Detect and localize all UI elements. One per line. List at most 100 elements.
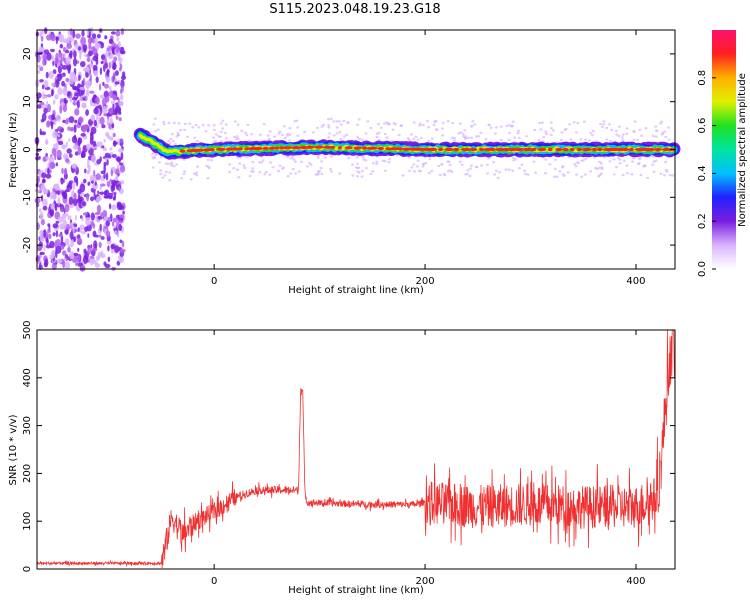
heatmap-noise-blob	[99, 41, 105, 49]
heatmap-halo-dot	[595, 167, 599, 171]
heatmap-noise-blob	[96, 204, 102, 214]
heatmap-noise-blob	[99, 223, 102, 232]
heatmap-halo-dot	[364, 132, 368, 135]
heatmap-halo-dot	[435, 128, 438, 131]
heatmap-halo-dot	[232, 167, 236, 170]
heatmap-halo-dot	[486, 172, 489, 175]
heatmap-noise-layer	[34, 26, 126, 272]
heatmap-halo-dot	[574, 165, 578, 168]
heatmap-halo-dot	[189, 178, 193, 181]
heatmap-halo-dot	[228, 163, 231, 166]
heatmap-halo-dot	[173, 142, 177, 146]
heatmap-halo-dot	[605, 138, 609, 141]
heatmap-halo-dot	[206, 177, 210, 180]
heatmap-halo-dot	[268, 173, 272, 176]
heatmap-halo-dot	[224, 137, 228, 140]
heatmap-noise-blob	[119, 248, 126, 253]
heatmap-halo-dot	[297, 170, 301, 173]
heatmap-noise-blob	[94, 37, 98, 45]
heatmap-halo-dot	[610, 128, 614, 132]
heatmap-noise-blob	[95, 76, 99, 83]
heatmap-halo-dot	[651, 134, 655, 138]
heatmap-halo-dot	[154, 153, 158, 156]
heatmap-halo-dot	[511, 169, 515, 172]
heatmap-noise-blob	[64, 238, 70, 245]
heatmap-noise-blob	[108, 107, 114, 115]
heatmap-halo-dot	[296, 134, 300, 137]
heatmap-noise-blob	[64, 167, 67, 176]
heatmap-halo-dot	[170, 164, 173, 167]
heatmap-noise-blob	[110, 100, 115, 104]
heatmap-halo-dot	[620, 136, 624, 139]
heatmap-noise-blob	[105, 95, 110, 103]
heatmap-halo-dot	[196, 165, 199, 168]
heatmap-halo-dot	[428, 157, 432, 161]
heatmap-noise-blob	[90, 244, 93, 249]
heatmap-halo-dot	[632, 156, 636, 160]
heatmap-halo-dot	[296, 126, 300, 129]
heatmap-halo-dot	[452, 136, 456, 140]
heatmap-halo-dot	[638, 128, 642, 132]
heatmap-noise-blob	[120, 88, 123, 95]
heatmap-noise-blob	[79, 86, 86, 91]
heatmap-noise-blob	[117, 138, 120, 146]
heatmap-noise-blob	[100, 54, 106, 60]
heatmap-halo-dot	[597, 175, 601, 178]
heatmap-halo-dot	[412, 163, 416, 166]
heatmap-noise-blob	[104, 83, 109, 89]
colorbar-tick-label: 0.0	[697, 261, 708, 277]
heatmap-noise-blob	[81, 30, 85, 37]
heatmap-noise-blob	[81, 102, 87, 108]
heatmap-halo-dot	[573, 163, 577, 166]
heatmap-halo-dot	[327, 136, 331, 139]
snr-y-tick-label: 0	[22, 566, 33, 572]
heatmap-halo-dot	[339, 138, 343, 141]
heatmap-halo-dot	[667, 126, 671, 129]
heatmap-halo-dot	[630, 173, 634, 176]
heatmap-halo-dot	[569, 138, 573, 141]
heatmap-halo-dot	[640, 134, 643, 137]
heatmap-noise-blob	[111, 204, 117, 211]
heatmap-halo-dot	[654, 135, 658, 138]
heatmap-halo-dot	[486, 157, 490, 160]
heatmap-halo-dot	[583, 173, 587, 176]
heatmap-halo-dot	[462, 135, 466, 138]
heatmap-hotspot	[209, 148, 215, 152]
heatmap-halo-dot	[269, 161, 273, 164]
heatmap-noise-blob	[65, 158, 70, 163]
heatmap-halo-dot	[356, 175, 359, 178]
heatmap-noise-blob	[95, 57, 99, 66]
heatmap-noise-blob	[48, 233, 52, 239]
heatmap-hotspot	[580, 147, 593, 152]
heatmap-halo-dot	[523, 172, 527, 176]
heatmap-noise-blob	[53, 191, 56, 201]
heatmap-halo-dot	[283, 136, 287, 140]
heatmap-noise-blob	[105, 74, 111, 83]
heatmap-noise-blob	[75, 214, 77, 221]
heatmap-noise-blob	[112, 94, 117, 101]
heatmap-noise-blob	[43, 188, 49, 194]
heatmap-hotspot	[314, 145, 324, 149]
heatmap-noise-blob	[71, 97, 78, 101]
heatmap-noise-blob	[63, 257, 67, 261]
heatmap-noise-blob	[108, 203, 112, 210]
heatmap-halo-dot	[489, 126, 493, 129]
heatmap-noise-blob	[88, 42, 92, 50]
heatmap-noise-blob	[41, 84, 45, 90]
heatmap-halo-dot	[532, 160, 536, 163]
heatmap-noise-blob	[96, 33, 101, 39]
heatmap-noise-blob	[62, 260, 66, 269]
heatmap-halo-dot	[602, 123, 606, 126]
heatmap-noise-blob	[39, 229, 44, 237]
heatmap-halo-dot	[584, 157, 588, 161]
heatmap-halo-dot	[286, 132, 290, 135]
heatmap-noise-blob	[54, 94, 59, 100]
heatmap-halo-dot	[591, 129, 595, 133]
heatmap-halo-dot	[320, 125, 324, 128]
heatmap-halo-dot	[526, 173, 530, 176]
heatmap-halo-dot	[505, 124, 509, 128]
heatmap-hotspot	[353, 146, 362, 150]
heatmap-noise-blob	[52, 223, 59, 229]
heatmap-noise-blob	[115, 115, 119, 120]
heatmap-noise-blob	[50, 203, 56, 210]
